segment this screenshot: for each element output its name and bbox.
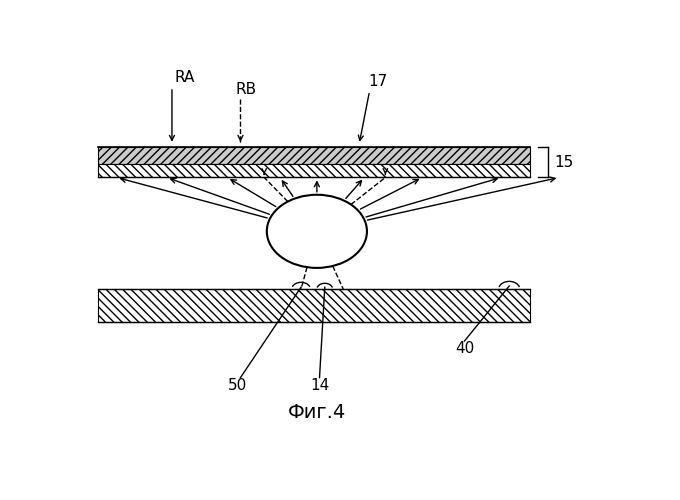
Bar <box>98 146 530 164</box>
Text: Фиг.4: Фиг.4 <box>288 403 346 422</box>
Bar <box>98 289 530 322</box>
Text: 15: 15 <box>554 154 573 170</box>
Text: RA: RA <box>175 70 195 85</box>
Bar <box>98 164 530 177</box>
Text: RB: RB <box>235 82 256 96</box>
Text: 40: 40 <box>455 341 474 356</box>
Text: 50: 50 <box>228 378 248 392</box>
Circle shape <box>267 194 367 268</box>
Text: 14: 14 <box>310 378 329 392</box>
Text: 17: 17 <box>368 74 387 89</box>
